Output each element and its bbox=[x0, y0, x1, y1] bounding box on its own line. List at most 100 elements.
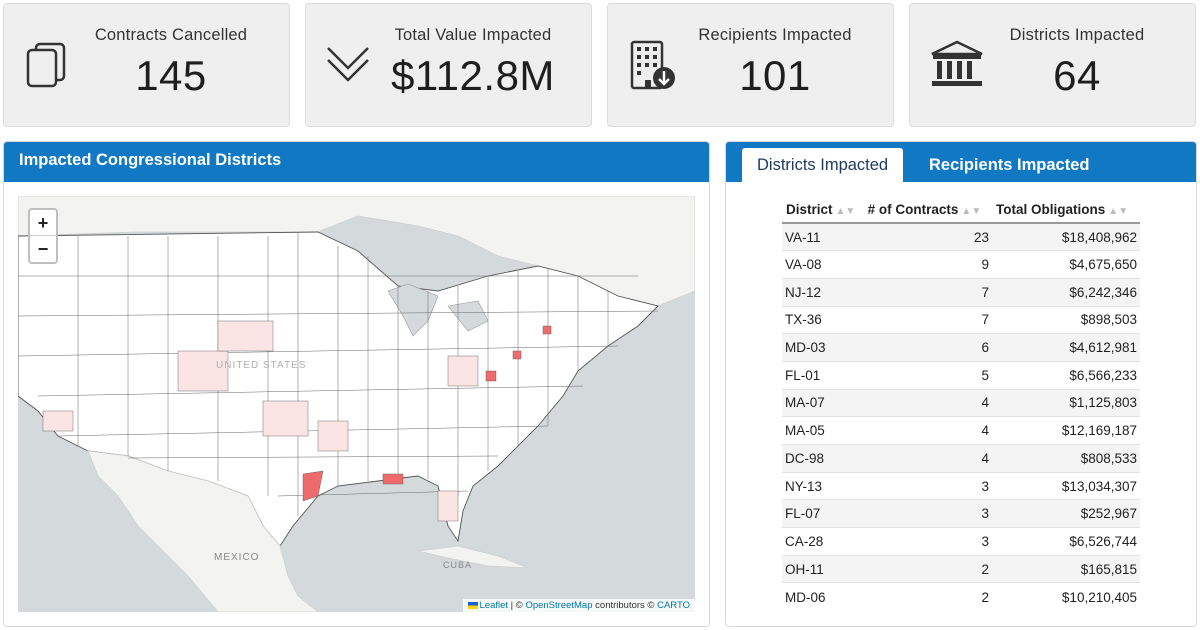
tab-recipients-impacted[interactable]: Recipients Impacted bbox=[929, 156, 1090, 174]
table-row[interactable]: CA-28 3 $6,526,744 bbox=[782, 527, 1140, 556]
table-row[interactable]: MD-03 6 $4,612,981 bbox=[782, 333, 1140, 362]
table-row[interactable]: NY-13 3 $13,034,307 bbox=[782, 471, 1140, 500]
contracts-cell: 2 bbox=[863, 554, 993, 583]
district-map[interactable]: UNITED STATES MEXICO CUBA + − Leaflet | … bbox=[18, 196, 695, 612]
district-light bbox=[262, 400, 309, 437]
contracts-cell: 4 bbox=[863, 416, 993, 445]
district-light bbox=[437, 490, 459, 522]
stat-value: $112.8M bbox=[391, 52, 555, 99]
zoom-control: + − bbox=[28, 208, 58, 264]
district-strong bbox=[382, 473, 404, 485]
obligations-cell: $808,533 bbox=[992, 444, 1140, 473]
table-header-row: District ▲▼ # of Contracts ▲▼ Total Obliga… bbox=[782, 197, 1140, 224]
stat-label: Recipients Impacted bbox=[698, 26, 852, 44]
obligations-cell: $1,125,803 bbox=[992, 388, 1140, 417]
table-row[interactable]: MD-06 2 $10,210,405 bbox=[782, 582, 1140, 611]
stat-value: 145 bbox=[135, 52, 207, 99]
district-light bbox=[177, 350, 229, 392]
district-cell: MD-06 bbox=[782, 582, 864, 611]
district-cell: NJ-12 bbox=[782, 277, 864, 307]
obligations-cell: $4,612,981 bbox=[992, 333, 1140, 362]
stat-label: Contracts Cancelled bbox=[94, 26, 248, 44]
contracts-cell: 9 bbox=[863, 250, 993, 279]
table-row[interactable]: NJ-12 7 $6,242,346 bbox=[782, 277, 1140, 307]
building-icon bbox=[630, 40, 675, 90]
zoom-out-button[interactable]: − bbox=[37, 239, 49, 259]
district-cell: MD-03 bbox=[782, 333, 864, 362]
government-building-icon bbox=[931, 40, 983, 86]
obligations-cell: $6,242,346 bbox=[992, 277, 1140, 307]
obligations-cell: $4,675,650 bbox=[992, 250, 1140, 279]
map-panel: Impacted Congressional Districts bbox=[3, 141, 710, 627]
table-row[interactable]: MA-07 4 $1,125,803 bbox=[782, 388, 1140, 417]
mexico-label: MEXICO bbox=[214, 552, 259, 563]
table-row[interactable]: FL-07 3 $252,967 bbox=[782, 499, 1140, 528]
district-strong bbox=[542, 325, 552, 335]
stat-label: Total Value Impacted bbox=[394, 26, 552, 44]
contracts-cell: 5 bbox=[863, 360, 993, 390]
contracts-cell: 6 bbox=[863, 333, 993, 362]
stat-card-districts: Districts Impacted 64 bbox=[909, 3, 1196, 127]
district-cell: CA-28 bbox=[782, 527, 864, 556]
contracts-cell: 7 bbox=[863, 277, 993, 307]
stat-card-contracts: Contracts Cancelled 145 bbox=[3, 3, 290, 127]
table-row[interactable]: TX-36 7 $898,503 bbox=[782, 305, 1140, 334]
district-cell: MA-07 bbox=[782, 388, 864, 417]
table-row[interactable]: MA-05 4 $12,169,187 bbox=[782, 416, 1140, 445]
obligations-cell: $898,503 bbox=[992, 305, 1140, 334]
districts-panel: Districts Impacted Recipients Impacted D… bbox=[725, 141, 1197, 627]
district-cell: FL-07 bbox=[782, 499, 864, 528]
sort-icon: ▲▼ bbox=[1108, 206, 1129, 217]
documents-icon bbox=[26, 42, 66, 88]
table-row[interactable]: OH-11 2 $165,815 bbox=[782, 554, 1140, 583]
cuba-land bbox=[417, 545, 529, 569]
district-strong bbox=[512, 350, 522, 360]
obligations-cell: $6,526,744 bbox=[992, 527, 1140, 556]
table-row[interactable]: VA-08 9 $4,675,650 bbox=[782, 250, 1140, 279]
attribution-sep: | © bbox=[508, 600, 526, 611]
contracts-cell: 23 bbox=[863, 222, 993, 251]
ukraine-flag-icon bbox=[467, 602, 478, 609]
stat-card-recipients: Recipients Impacted 101 bbox=[607, 3, 894, 127]
table-row[interactable]: FL-01 5 $6,566,233 bbox=[782, 360, 1140, 390]
table-row[interactable]: VA-11 23 $18,408,962 bbox=[782, 222, 1140, 251]
column-header-contracts[interactable]: # of Contracts ▲▼ bbox=[863, 197, 993, 224]
district-light bbox=[317, 420, 349, 452]
obligations-cell: $10,210,405 bbox=[992, 582, 1140, 611]
district-light bbox=[217, 320, 274, 352]
openstreetmap-link[interactable]: OpenStreetMap bbox=[525, 600, 593, 611]
cuba-label: CUBA bbox=[443, 560, 472, 570]
map-canvas[interactable]: UNITED STATES MEXICO CUBA bbox=[18, 196, 695, 612]
table-body: VA-11 23 $18,408,962 VA-08 9 $4,675,650 NJ-12 7… bbox=[782, 222, 1140, 611]
column-header-district[interactable]: District ▲▼ bbox=[782, 197, 864, 224]
column-header-obligations[interactable]: Total Obligations ▲▼ bbox=[992, 197, 1140, 224]
contracts-cell: 7 bbox=[863, 305, 993, 334]
stats-row: Contracts Cancelled 145 Total Value Impa… bbox=[3, 3, 1197, 127]
obligations-cell: $165,815 bbox=[992, 554, 1140, 583]
obligations-cell: $12,169,187 bbox=[992, 416, 1140, 445]
stat-value: 64 bbox=[1053, 52, 1101, 99]
district-cell: VA-11 bbox=[782, 222, 864, 251]
contracts-cell: 2 bbox=[863, 582, 993, 611]
district-cell: FL-01 bbox=[782, 360, 864, 390]
carto-link[interactable]: CARTO bbox=[657, 600, 690, 611]
table-row[interactable]: DC-98 4 $808,533 bbox=[782, 444, 1140, 473]
obligations-cell: $6,566,233 bbox=[992, 360, 1140, 390]
contracts-cell: 3 bbox=[863, 527, 993, 556]
districts-table: District ▲▼ # of Contracts ▲▼ Total Obliga… bbox=[782, 197, 1140, 611]
zoom-in-button[interactable]: + bbox=[30, 210, 56, 236]
country-label: UNITED STATES bbox=[216, 360, 306, 371]
district-cell: MA-05 bbox=[782, 416, 864, 445]
stat-value: 101 bbox=[739, 52, 811, 99]
tab-districts-impacted[interactable]: Districts Impacted bbox=[742, 148, 904, 182]
sort-icon: ▲▼ bbox=[835, 206, 856, 217]
tab-bar: Districts Impacted Recipients Impacted bbox=[726, 142, 1196, 182]
district-cell: VA-08 bbox=[782, 250, 864, 279]
contracts-cell: 4 bbox=[863, 444, 993, 473]
district-strong bbox=[302, 470, 324, 502]
obligations-cell: $13,034,307 bbox=[992, 471, 1140, 500]
obligations-cell: $252,967 bbox=[992, 499, 1140, 528]
leaflet-link[interactable]: Leaflet bbox=[479, 600, 509, 611]
contracts-cell: 3 bbox=[863, 499, 993, 528]
map-title: Impacted Congressional Districts bbox=[4, 142, 709, 182]
